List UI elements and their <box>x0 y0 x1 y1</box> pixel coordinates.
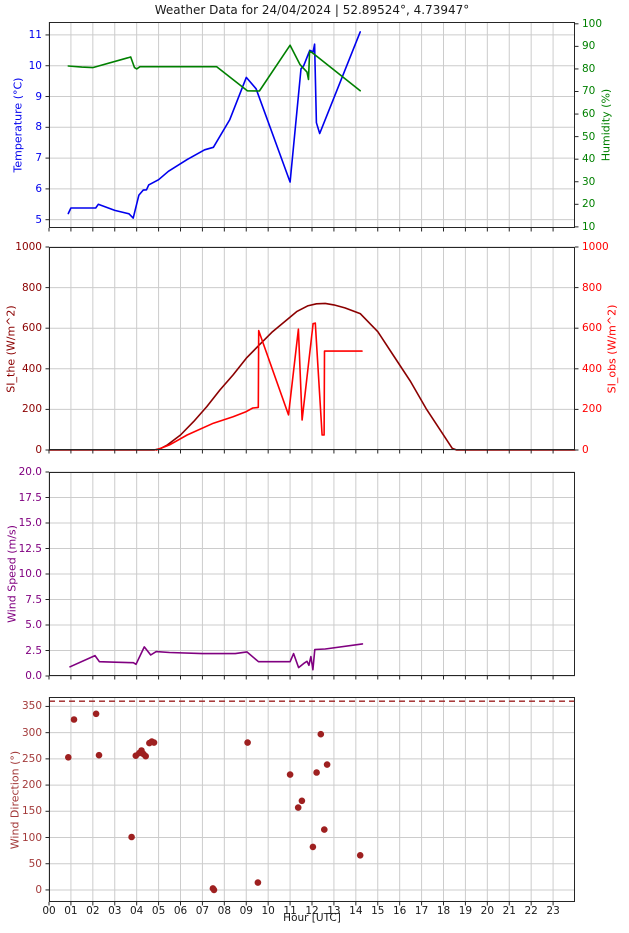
tick-label: 30 <box>582 175 596 188</box>
tick-label: 8 <box>35 121 42 134</box>
tick-label: 400 <box>582 362 603 375</box>
tick-label: 1000 <box>582 240 609 253</box>
tick-label: 800 <box>582 281 603 294</box>
tick-label: 150 <box>21 805 42 818</box>
tick-label: 10 <box>28 59 42 72</box>
wind-direction-chart <box>45 697 575 906</box>
tick-label: 19 <box>458 905 473 917</box>
si-the-axis-label: SI_the (W/m^2) <box>4 304 18 393</box>
tick-label: 11 <box>283 905 297 917</box>
tick-label: 800 <box>21 281 42 294</box>
tick-label: 100 <box>21 831 42 844</box>
wind-direction-axis-label: Wind Direction (°) <box>8 750 22 849</box>
tick-label: 10 <box>582 220 596 233</box>
tick-label: 17 <box>414 905 429 917</box>
tick-label: 05 <box>151 905 166 917</box>
tick-label: 00 <box>42 905 56 917</box>
si-obs-axis-label: SI_obs (W/m^2) <box>605 304 619 393</box>
tick-label: 0 <box>35 443 42 456</box>
tick-label: 10.0 <box>18 567 42 580</box>
tick-label: 50 <box>28 857 42 870</box>
panel-temperature-humidity <box>45 22 579 232</box>
tick-label: 22 <box>524 905 538 917</box>
tick-label: 250 <box>21 752 42 765</box>
tick-label: 9 <box>35 90 42 103</box>
tick-label: 07 <box>195 905 210 917</box>
tick-label: 16 <box>392 905 407 917</box>
wind-speed-axis-label: Wind Speed (m/s) <box>5 525 19 623</box>
tick-label: 5.0 <box>25 618 42 631</box>
x-axis-label: Hour [UTC] <box>283 912 341 924</box>
figure-title: Weather Data for 24/04/2024 | 52.89524°,… <box>154 3 470 17</box>
tick-label: 20 <box>582 198 596 211</box>
tick-label: 10 <box>261 905 275 917</box>
tick-label: 15 <box>371 905 385 917</box>
tick-label: 600 <box>582 321 603 334</box>
tick-label: 20 <box>480 905 495 917</box>
tick-label: 7.5 <box>25 593 42 606</box>
temperature-axis-label: Temperature (°C) <box>11 77 25 173</box>
tick-label: 23 <box>546 905 560 917</box>
tick-label: 6 <box>35 182 42 195</box>
tick-label: 03 <box>108 905 122 917</box>
tick-label: 0.0 <box>25 669 42 682</box>
tick-label: 350 <box>21 700 42 713</box>
tick-label: 21 <box>502 905 516 917</box>
tick-label: 11 <box>28 28 42 41</box>
tick-label: 60 <box>582 107 596 120</box>
tick-label: 15.0 <box>18 516 42 529</box>
tick-label: 200 <box>21 778 42 791</box>
temperature-humidity-chart <box>45 22 579 232</box>
humidity-axis-label: Humidity (%) <box>599 88 613 162</box>
tick-label: 02 <box>86 905 100 917</box>
tick-label: 300 <box>21 726 42 739</box>
tick-label: 13 <box>327 905 341 917</box>
tick-label: 17.5 <box>18 491 42 504</box>
tick-label: 01 <box>64 905 78 917</box>
tick-label: 80 <box>582 62 596 75</box>
tick-label: 40 <box>582 152 596 165</box>
panel-wind-direction <box>45 697 575 906</box>
tick-label: 1000 <box>15 240 42 253</box>
tick-label: 70 <box>582 85 596 98</box>
tick-label: 14 <box>349 905 363 917</box>
tick-label: 09 <box>239 905 253 917</box>
tick-label: 200 <box>21 403 42 416</box>
tick-label: 400 <box>21 362 42 375</box>
tick-label: 7 <box>35 151 42 164</box>
panel-solar-irradiance <box>45 246 579 454</box>
tick-label: 20.0 <box>18 465 42 478</box>
tick-label: 18 <box>436 905 451 917</box>
wind-speed-chart <box>45 471 575 680</box>
tick-label: 600 <box>21 321 42 334</box>
solar-irradiance-chart <box>45 246 579 454</box>
tick-label: 90 <box>582 40 596 53</box>
tick-label: 12 <box>305 905 319 917</box>
tick-label: 12.5 <box>18 542 42 555</box>
tick-label: 04 <box>129 905 144 917</box>
tick-label: 06 <box>173 905 188 917</box>
panel-wind-speed <box>45 471 575 680</box>
tick-label: 0 <box>35 883 42 896</box>
tick-label: 08 <box>217 905 232 917</box>
tick-label: 200 <box>582 403 603 416</box>
tick-label: 50 <box>582 130 596 143</box>
tick-label: 100 <box>582 17 603 30</box>
tick-label: 2.5 <box>25 644 42 657</box>
tick-label: 5 <box>35 213 42 226</box>
tick-label: 0 <box>582 443 589 456</box>
